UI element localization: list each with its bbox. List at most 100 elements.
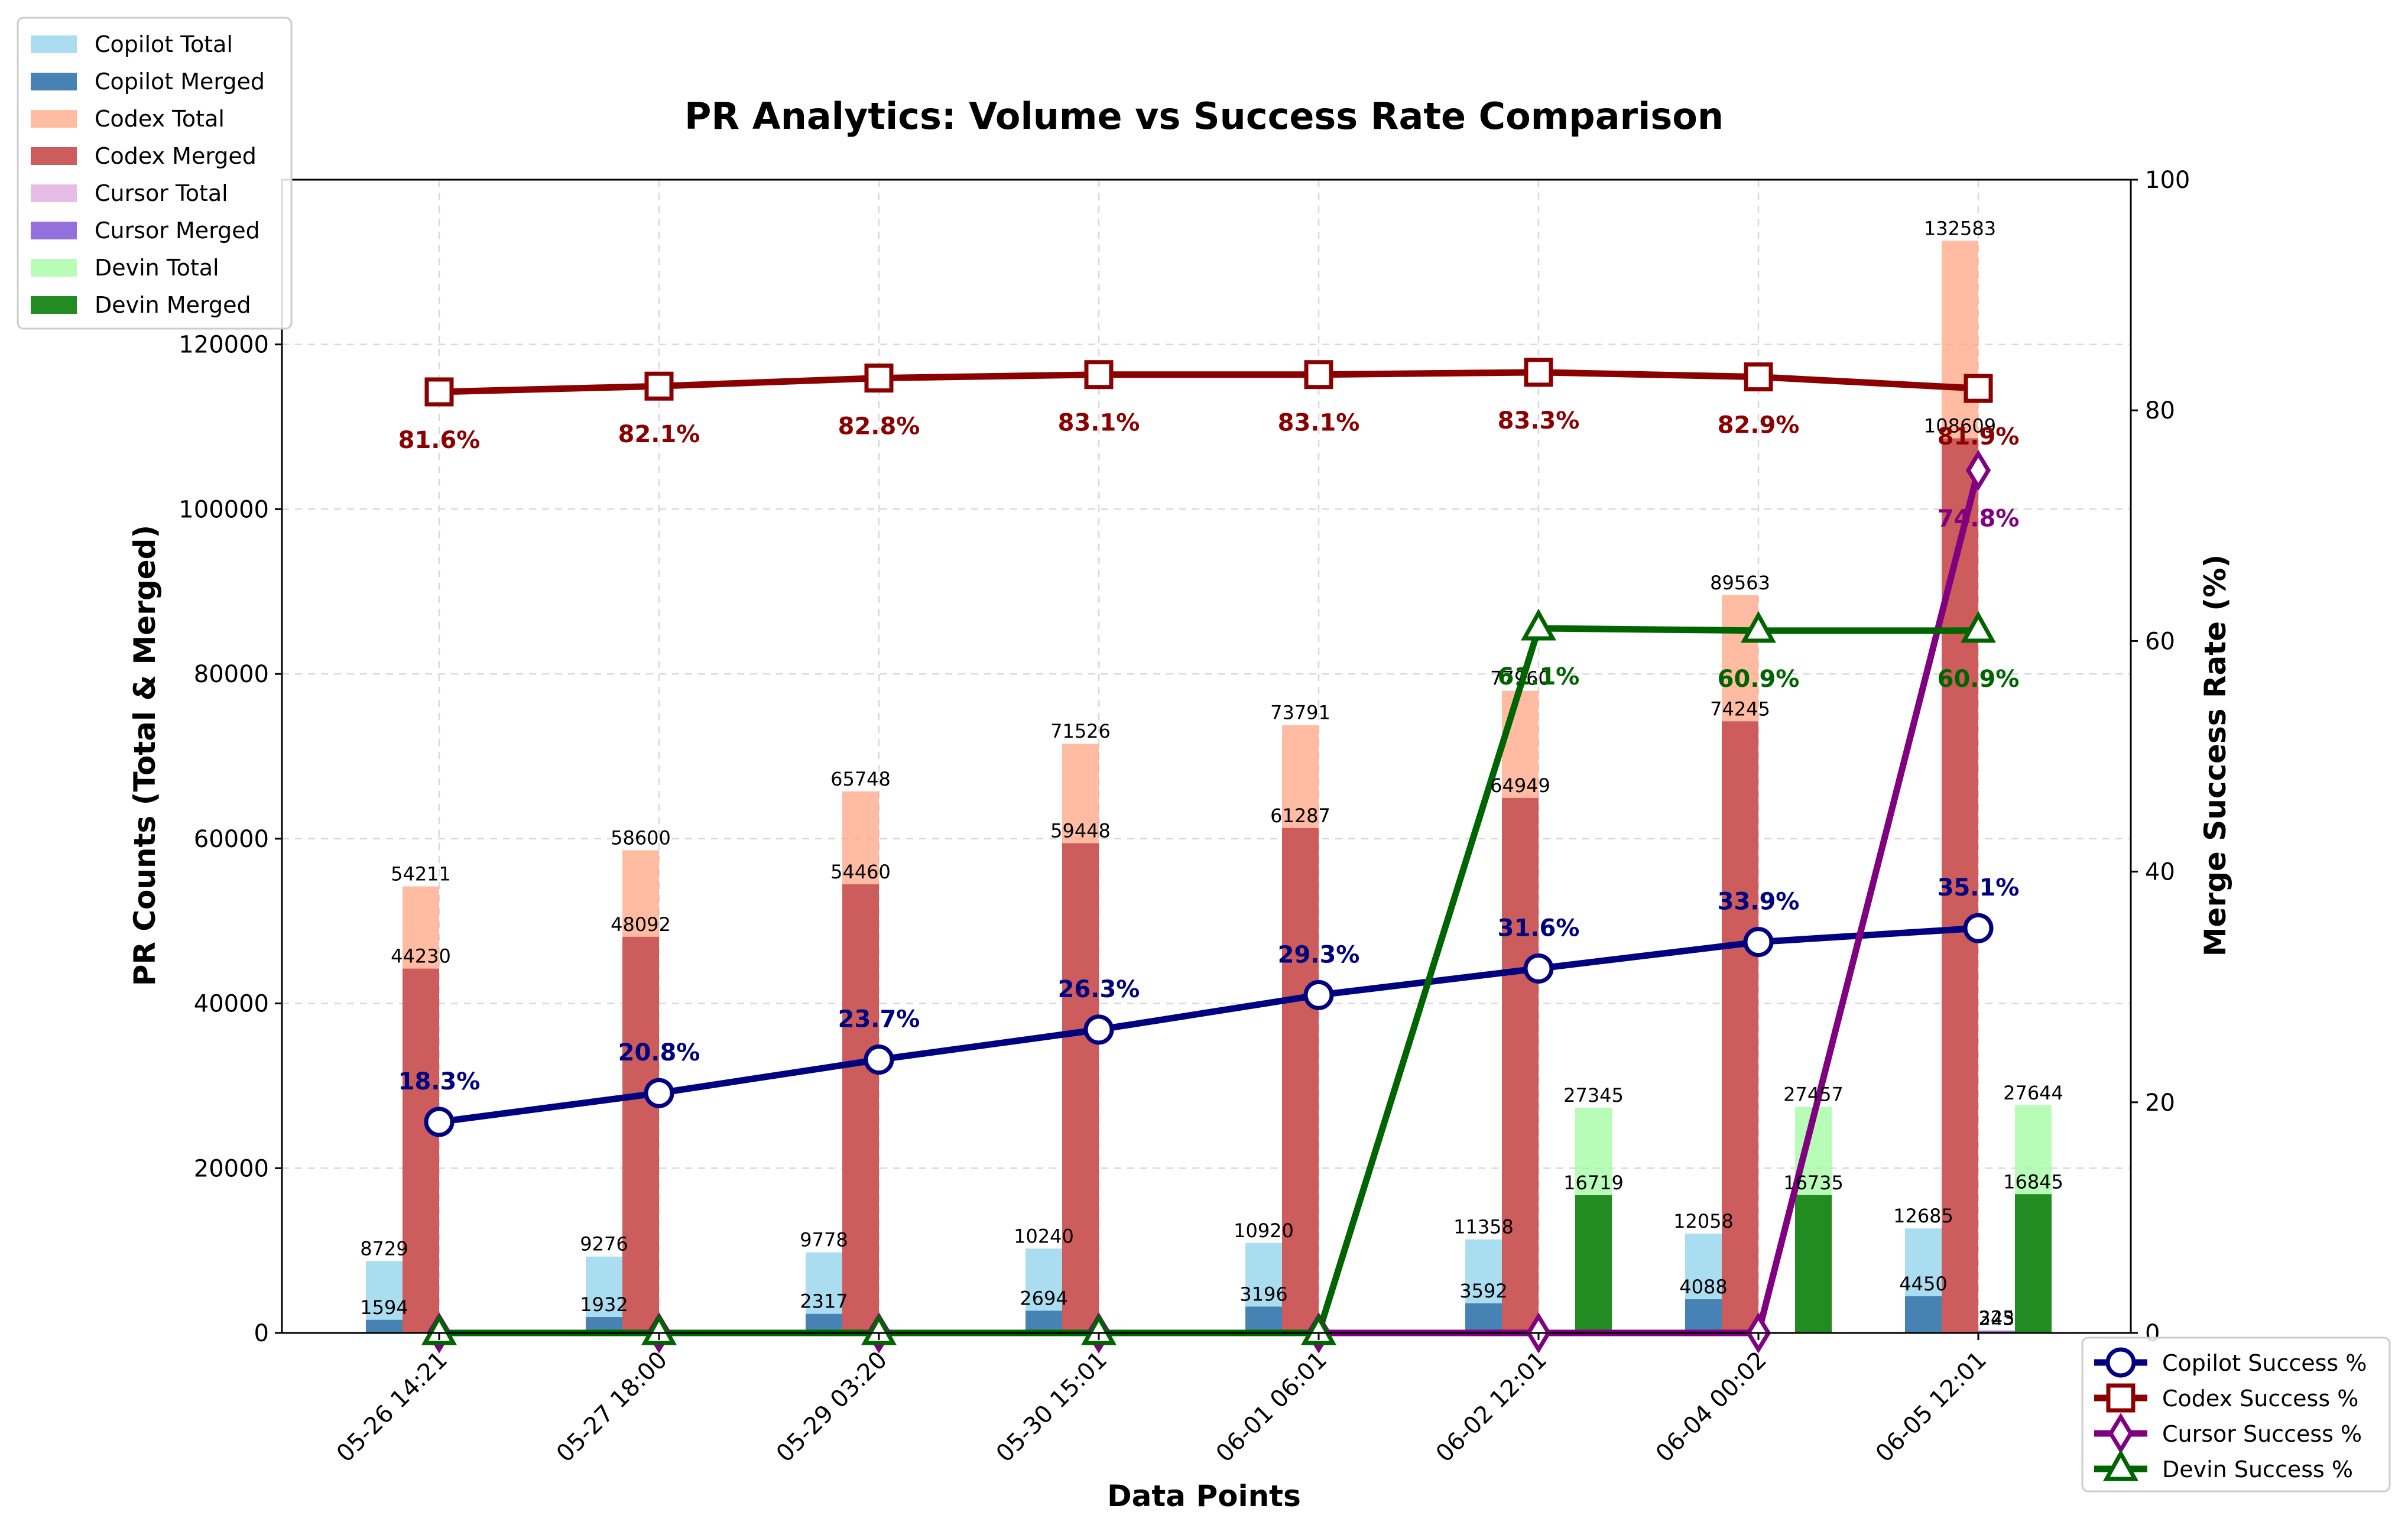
marker-copilot-success xyxy=(1743,927,1774,958)
bar-value-label: 12058 xyxy=(1673,1210,1734,1232)
legend-marker-devin-success xyxy=(2103,1449,2138,1481)
marker-copilot-success xyxy=(644,1078,674,1108)
marker-copilot-success xyxy=(864,1044,894,1075)
legend-label-cursor-success: Cursor Success % xyxy=(2162,1421,2362,1447)
bar-value-label: 77960 xyxy=(1490,667,1550,690)
bar-value-label: 73791 xyxy=(1270,702,1330,724)
y-axis-label: PR Counts (Total & Merged) xyxy=(128,525,162,986)
bar-value-label: 65748 xyxy=(830,768,891,790)
bar-value-label: 16845 xyxy=(2003,1170,2063,1193)
legend-label-devin-total: Devin Total xyxy=(95,255,219,281)
rate-value-label: 74.8% xyxy=(1938,505,2020,533)
marker-codex-success xyxy=(1084,360,1114,390)
bar-value-label: 3196 xyxy=(1239,1283,1287,1305)
bar-codex-merged xyxy=(1722,721,1758,1333)
legend-label-cursor-merged: Cursor Merged xyxy=(95,218,260,244)
marker-devin-success xyxy=(1961,611,1996,643)
marker-devin-success xyxy=(861,1313,897,1345)
bar-value-label: 2317 xyxy=(800,1290,848,1313)
marker-codex-success xyxy=(1304,360,1333,390)
bar-devin-merged xyxy=(2015,1194,2052,1333)
bar-value-label: 89563 xyxy=(1710,572,1770,594)
y-tick-label: 120000 xyxy=(179,332,269,359)
rate-value-label: 82.8% xyxy=(838,413,920,440)
y2-axis-label: Merge Success Rate (%) xyxy=(2198,554,2232,956)
bar-value-label: 8729 xyxy=(360,1237,408,1260)
bar-value-label: 10240 xyxy=(1014,1225,1074,1247)
bar-value-label: 11358 xyxy=(1453,1216,1514,1238)
legend-label-codex-total: Codex Total xyxy=(95,106,225,132)
bar-value-label: 44230 xyxy=(391,945,451,968)
bar-value-label: 325 xyxy=(1978,1306,2014,1329)
marker-copilot-success xyxy=(1523,953,1554,984)
bar-value-label: 108609 xyxy=(1924,414,1996,437)
rate-value-label: 35.1% xyxy=(1938,874,2020,901)
rate-value-label: 60.9% xyxy=(1718,666,1800,693)
bar-value-label: 16719 xyxy=(1563,1172,1624,1194)
legend-label-cursor-total: Cursor Total xyxy=(95,180,228,206)
line-copilot-success xyxy=(439,924,1979,1125)
rate-value-label: 18.3% xyxy=(398,1068,481,1095)
y-tick-label: 100000 xyxy=(179,496,269,523)
legend-label-copilot-total: Copilot Total xyxy=(95,31,233,57)
legend-label-codex-merged: Codex Merged xyxy=(95,143,257,169)
y2-tick-label: 20 xyxy=(2145,1089,2175,1117)
rate-value-label: 83.3% xyxy=(1498,407,1580,434)
bar-copilot-merged xyxy=(1685,1299,1722,1333)
bar-copilot-merged xyxy=(1465,1303,1502,1333)
marker-codex-success xyxy=(1524,358,1553,387)
bar-codex-merged xyxy=(842,884,879,1333)
marker-codex-success xyxy=(1964,374,1993,403)
bar-value-label: 3592 xyxy=(1459,1280,1507,1302)
rate-value-label: 29.3% xyxy=(1278,941,1360,968)
bar-value-label: 27644 xyxy=(2003,1082,2063,1104)
y-tick-label: 20000 xyxy=(194,1155,269,1182)
bar-copilot-merged xyxy=(1025,1310,1062,1333)
line-codex-success xyxy=(439,369,1979,395)
marker-codex-success xyxy=(1744,362,1773,392)
bar-value-label: 71526 xyxy=(1050,720,1111,742)
legend-swatch-codex-merged xyxy=(31,147,77,165)
marker-copilot-success xyxy=(1303,979,1334,1010)
marker-devin-success xyxy=(421,1313,457,1345)
legend-label-codex-success: Codex Success % xyxy=(2162,1386,2358,1412)
bar-codex-merged xyxy=(622,936,659,1333)
rate-value-label: 31.6% xyxy=(1498,914,1580,942)
bar-value-label: 1594 xyxy=(360,1296,408,1319)
legend-swatch-copilot-total xyxy=(31,35,77,53)
bar-value-label: 4450 xyxy=(1899,1273,1947,1295)
chart-title: PR Analytics: Volume vs Success Rate Com… xyxy=(684,95,1724,138)
plot-frame xyxy=(281,179,2132,1334)
marker-codex-success xyxy=(864,364,894,393)
bar-codex-merged xyxy=(1502,797,1539,1333)
legend-marker-copilot-success xyxy=(2105,1347,2136,1378)
bar-legend-box xyxy=(17,17,293,330)
rate-value-label: 20.8% xyxy=(618,1039,700,1066)
y2-tick-label: 40 xyxy=(2145,859,2175,886)
bar-value-label: 16735 xyxy=(1783,1172,1844,1194)
bar-copilot-merged xyxy=(1905,1296,1942,1333)
y2-tick-label: 80 xyxy=(2145,397,2175,424)
bar-value-label: 59448 xyxy=(1050,820,1111,842)
rate-value-label: 33.9% xyxy=(1718,888,1800,916)
rate-value-label: 82.1% xyxy=(618,421,700,448)
marker-devin-success xyxy=(1521,608,1556,641)
bar-value-label: 64949 xyxy=(1490,774,1550,797)
bar-value-label: 27345 xyxy=(1563,1084,1624,1107)
bar-value-label: 9778 xyxy=(800,1229,848,1251)
legend-swatch-cursor-merged xyxy=(31,222,77,239)
bar-codex-merged xyxy=(1282,828,1319,1333)
bar-codex-merged xyxy=(1062,843,1099,1333)
y-tick-label: 40000 xyxy=(194,991,269,1018)
bar-value-label: 1932 xyxy=(580,1293,628,1316)
y2-tick-label: 100 xyxy=(2145,167,2190,194)
marker-codex-success xyxy=(424,377,454,407)
marker-cursor-success xyxy=(1965,449,1991,491)
legend-label-devin-merged: Devin Merged xyxy=(95,292,251,318)
marker-copilot-success xyxy=(424,1107,455,1137)
bar-value-label: 12685 xyxy=(1893,1205,1953,1227)
rate-value-label: 82.9% xyxy=(1718,412,1800,439)
legend-swatch-codex-total xyxy=(31,110,77,128)
bar-copilot-merged xyxy=(366,1319,403,1333)
